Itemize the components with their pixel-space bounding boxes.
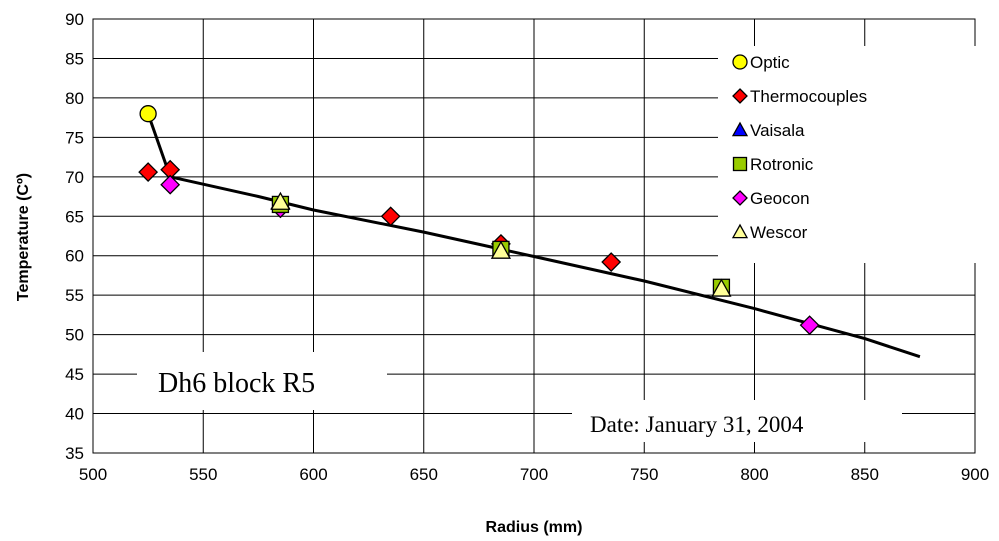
x-tick-label: 750 — [630, 465, 658, 484]
legend-marker-rotronic — [732, 156, 748, 172]
thermocouples-point — [138, 162, 159, 183]
wescor-point — [270, 191, 291, 210]
y-tick-label: 80 — [65, 89, 84, 108]
legend-label-wescor: Wescor — [750, 223, 808, 242]
legend-marker-optic — [732, 54, 748, 70]
x-tick-label: 800 — [740, 465, 768, 484]
y-tick-label: 75 — [65, 128, 84, 147]
annotation-block-label: Dh6 block R5 — [158, 368, 315, 399]
geocon-point — [799, 315, 820, 336]
x-tick-label: 850 — [851, 465, 879, 484]
y-tick-label: 40 — [65, 405, 84, 424]
y-tick-label: 85 — [65, 49, 84, 68]
legend-label-vaisala: Vaisala — [750, 121, 805, 140]
y-tick-label: 55 — [65, 286, 84, 305]
y-tick-label: 90 — [65, 10, 84, 29]
x-axis-title: Radius (mm) — [486, 519, 583, 536]
legend: Optic Thermocouples Vaisala Rotronic Geocon W… — [718, 46, 976, 263]
legend-marker-geocon — [732, 190, 748, 206]
optic-point — [139, 105, 157, 123]
x-tick-label: 650 — [410, 465, 438, 484]
y-tick-label: 60 — [65, 247, 84, 266]
legend-marker-thermocouples — [732, 88, 748, 104]
annotation-box-date: Date: January 31, 2004 — [572, 400, 902, 442]
legend-label-optic: Optic — [750, 53, 790, 72]
y-tick-label: 35 — [65, 444, 84, 463]
x-tick-label: 500 — [79, 465, 107, 484]
x-tick-label: 700 — [520, 465, 548, 484]
annotation-box-block: Dh6 block R5 — [137, 352, 387, 410]
y-axis-title: Temperature (Cº) — [15, 173, 32, 301]
legend-background — [718, 46, 976, 263]
x-tick-label: 900 — [961, 465, 989, 484]
wescor-point — [490, 240, 512, 259]
legend-marker-wescor — [731, 223, 749, 239]
x-tick-label: 600 — [299, 465, 327, 484]
legend-label-geocon: Geocon — [750, 189, 810, 208]
y-tick-label: 50 — [65, 326, 84, 345]
geocon-point — [160, 174, 181, 195]
y-tick-label: 70 — [65, 168, 84, 187]
y-tick-label: 45 — [65, 365, 84, 384]
thermocouples-point — [601, 252, 622, 272]
legend-label-thermocouples: Thermocouples — [750, 87, 867, 106]
annotation-date-label: Date: January 31, 2004 — [590, 412, 804, 437]
x-tick-labels: 500 550 600 650 700 750 800 850 900 — [79, 465, 989, 484]
legend-marker-vaisala — [731, 121, 749, 137]
thermocouples-point — [380, 206, 401, 227]
x-tick-label: 550 — [189, 465, 217, 484]
legend-label-rotronic: Rotronic — [750, 155, 814, 174]
data-points — [138, 105, 820, 336]
y-tick-label: 65 — [65, 207, 84, 226]
wescor-point — [711, 278, 732, 297]
y-tick-labels: 35 40 45 50 55 60 65 70 75 80 85 90 — [65, 10, 84, 463]
